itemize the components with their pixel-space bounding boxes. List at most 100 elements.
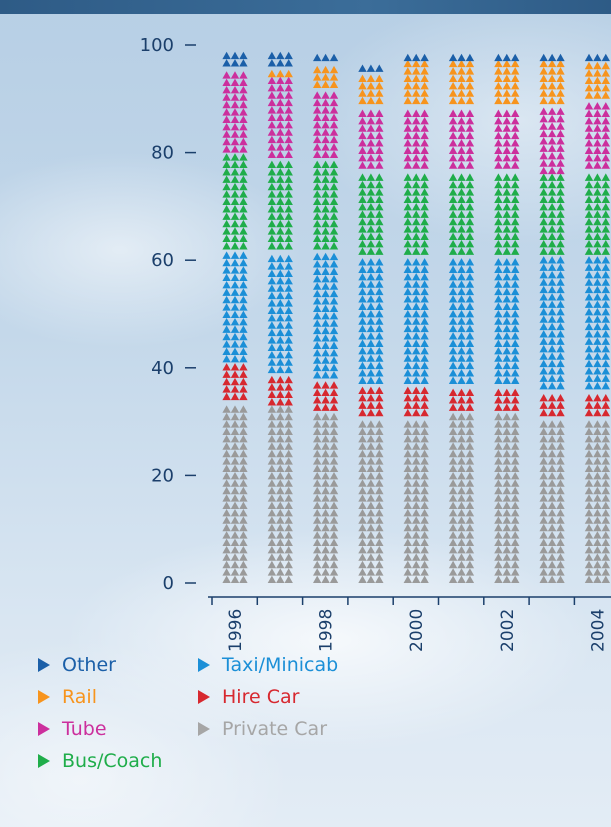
bar-glyph [267,568,277,576]
bar-glyph [239,168,248,176]
bar-glyph [403,509,412,517]
bar-glyph [267,299,277,307]
bar-glyph [358,309,367,318]
bar-glyph [593,203,602,211]
bar-glyph [511,74,520,82]
bar-glyph [601,232,610,241]
bar-glyph [465,403,475,411]
bar-glyph [601,509,610,517]
bar-glyph [465,203,475,211]
bar-glyph [465,96,475,105]
bar-glyph [511,203,520,211]
bar-glyph [267,398,277,406]
bar-glyph [284,553,293,561]
bar-segment [267,254,293,374]
bar-glyph [457,210,466,218]
bar-glyph [230,560,240,569]
bar-glyph [230,295,240,304]
bar-glyph [276,262,285,270]
bar-glyph [375,457,384,465]
bar-glyph [457,553,466,561]
bar-glyph [239,575,248,583]
bar-glyph [230,115,240,123]
bar-glyph [420,361,429,370]
bar-glyph [321,182,330,191]
bar-glyph [329,442,339,450]
bar-glyph [593,285,602,294]
bar-glyph [284,390,293,399]
bar-segment [358,258,384,384]
bar-glyph [494,116,503,125]
bar-glyph [267,106,277,114]
bar-glyph [375,560,384,569]
bar-glyph [502,302,511,310]
bar-glyph [222,553,231,561]
bar-glyph [420,435,429,443]
bar-glyph [267,205,277,213]
legend-marker-other [38,658,50,672]
bar-glyph [239,86,248,94]
bar-glyph [230,472,240,480]
bar-glyph [230,494,240,502]
bar-glyph [511,435,520,443]
bar-glyph [366,408,376,417]
bar-glyph [375,109,384,117]
bar-glyph [494,272,503,281]
bar-glyph [321,106,330,114]
x-axis: 1996 1998 2000 2002 2004 [208,596,611,652]
bar-glyph [329,553,339,561]
bar-glyph [276,523,285,532]
bar-segment [222,363,248,401]
bar-glyph [403,67,412,75]
bar-glyph [321,363,330,372]
bar-glyph [584,116,594,125]
bar-glyph [366,265,376,273]
bar-glyph [366,501,376,509]
bar-glyph [230,137,240,146]
bar-glyph [284,254,293,263]
bar-glyph [511,59,520,68]
legend-marker-tube [38,722,50,736]
legend-marker-bus-coach [38,754,50,768]
bar-glyph [420,153,429,162]
bar-glyph [284,113,293,121]
bar-glyph [457,449,466,458]
bar-segment [584,173,610,255]
bar-glyph [358,188,367,196]
bar-glyph [556,67,565,75]
bar-glyph [412,332,421,340]
bar-glyph [313,363,322,372]
bar-glyph [375,346,384,355]
bar-glyph [420,449,429,458]
bar-glyph [556,225,565,233]
bar-glyph [601,449,610,458]
bar-glyph [276,501,285,509]
bar-glyph [358,153,367,162]
bar-glyph [539,232,548,241]
bar-1998 [313,53,339,583]
bar-glyph [584,546,594,554]
bar-glyph [329,175,339,183]
bar-segment [584,394,610,417]
bar-glyph [358,420,367,428]
bar-glyph [267,412,277,421]
bar-glyph [321,523,330,532]
bar-glyph [375,146,384,154]
bar-glyph [329,190,339,198]
bar-glyph [366,96,376,105]
bar-glyph [222,59,231,67]
bar-glyph [601,293,610,301]
bar-glyph [403,195,412,204]
bar-glyph [276,350,285,359]
bar-glyph [284,212,293,220]
bar-glyph [230,160,240,169]
bar-glyph [222,123,231,131]
bar-glyph [239,266,248,274]
bar-glyph [403,531,412,539]
bar-glyph [329,234,339,243]
bar-glyph [494,516,503,524]
bar-glyph [284,269,293,277]
bar-glyph [375,240,384,248]
bar-glyph [584,408,594,417]
bar-glyph [494,139,503,147]
